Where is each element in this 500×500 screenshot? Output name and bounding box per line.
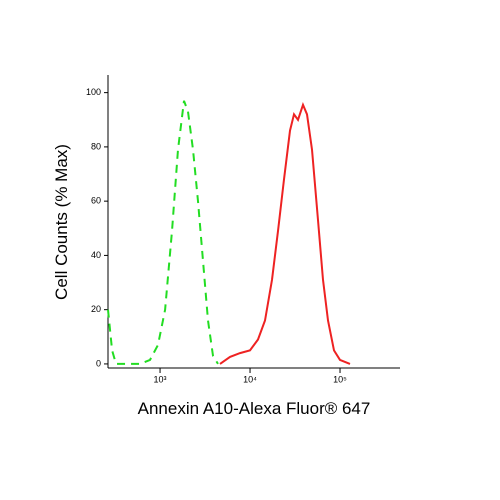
y-tick-label: 60 xyxy=(91,196,101,206)
series-line xyxy=(219,101,351,365)
y-tick-label: 80 xyxy=(91,141,101,151)
x-axis-label: Annexin A10-Alexa Fluor® 647 xyxy=(138,399,371,418)
y-tick-label: 20 xyxy=(91,304,101,314)
x-tick-label: 10⁵ xyxy=(333,374,347,384)
x-tick-label: 10³ xyxy=(154,374,167,384)
y-tick-label: 40 xyxy=(91,250,101,260)
y-tick-label: 0 xyxy=(96,358,101,368)
y-axis-label: Cell Counts (% Max) xyxy=(52,144,71,300)
series-line xyxy=(107,100,219,365)
y-tick-label: 100 xyxy=(86,87,101,97)
x-tick-label: 10⁴ xyxy=(243,374,257,384)
